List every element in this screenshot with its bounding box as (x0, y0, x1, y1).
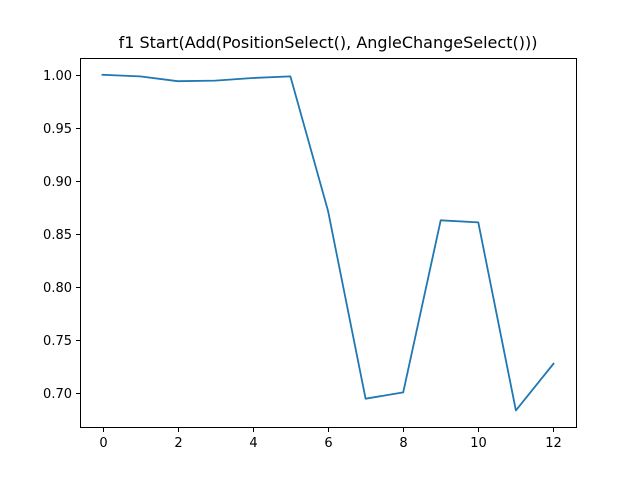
y-tick-label: 0.90 (43, 175, 72, 190)
chart-title: f1 Start(Add(PositionSelect(), AngleChan… (119, 33, 538, 52)
axes-frame (80, 58, 577, 428)
y-tick-label: 0.70 (43, 387, 72, 402)
y-tick-label: 0.75 (43, 334, 72, 349)
x-tick-label: 4 (249, 436, 257, 451)
x-tick-label: 2 (174, 436, 182, 451)
x-tick-label: 12 (545, 436, 562, 451)
x-tick-label: 10 (470, 436, 487, 451)
y-tick-label: 0.95 (43, 122, 72, 137)
series-layer (101, 73, 555, 412)
x-axis: 0 2 4 6 8 10 12 (99, 427, 562, 451)
y-tick-label: 0.85 (43, 228, 72, 243)
x-tick-label: 6 (324, 436, 332, 451)
y-axis: 0.70 0.75 0.80 0.85 0.90 0.95 1.00 (43, 69, 81, 402)
x-tick-label: 0 (99, 436, 107, 451)
series-line (101, 73, 555, 412)
x-tick-label: 8 (399, 436, 407, 451)
y-tick-label: 0.80 (43, 281, 72, 296)
y-tick-label: 1.00 (43, 69, 72, 84)
